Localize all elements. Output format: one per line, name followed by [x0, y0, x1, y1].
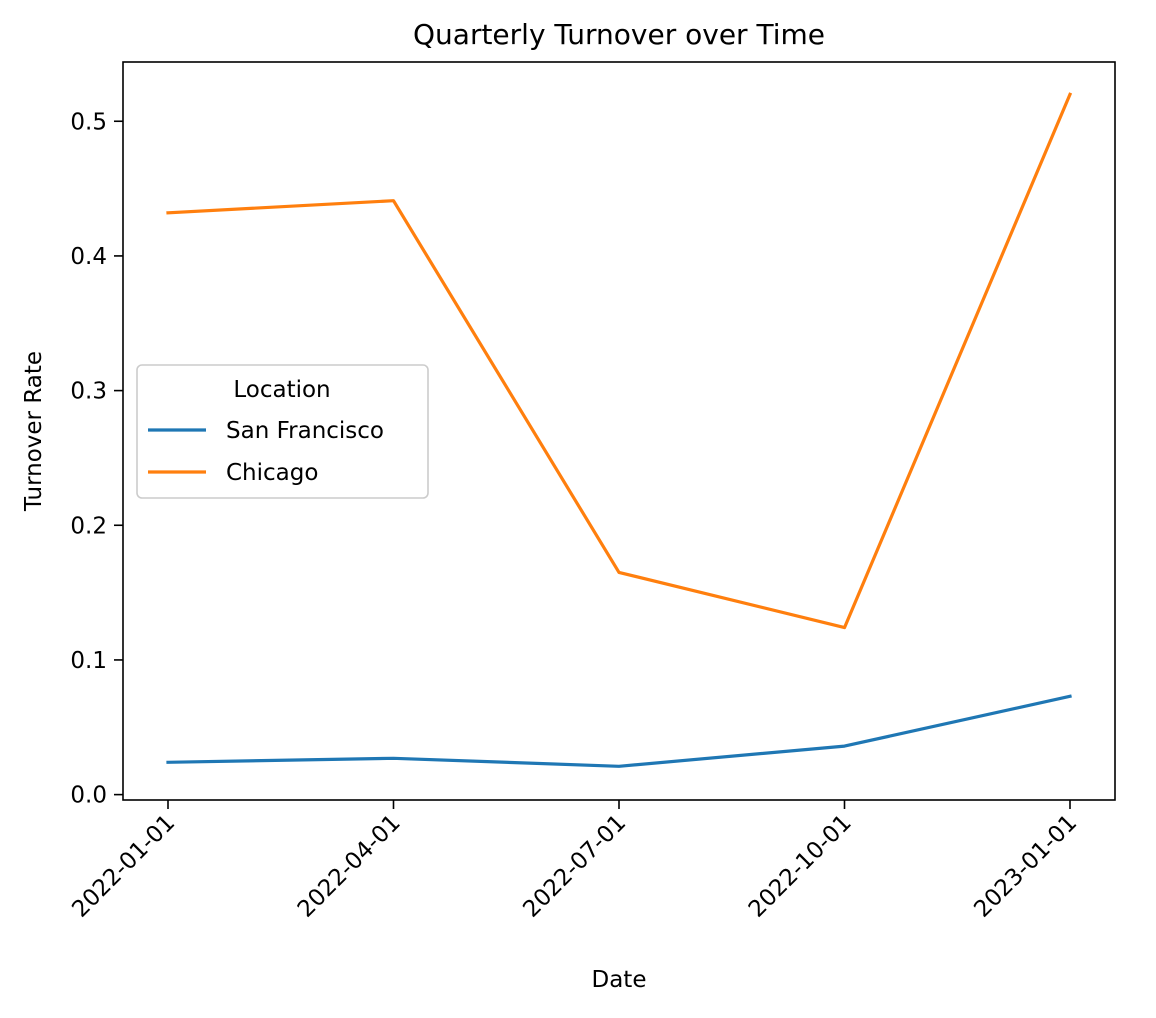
legend-box: [136, 364, 429, 499]
y-tick-label-5: 0.5: [70, 109, 107, 135]
y-tick-label-3: 0.3: [70, 379, 107, 405]
y-axis-label: Turnover Rate: [21, 351, 47, 512]
legend-label-0: San Francisco: [226, 418, 384, 444]
y-axis-ticks: 0.0 0.1 0.2 0.3 0.4 0.5: [70, 109, 123, 809]
legend-title: Location: [233, 377, 330, 403]
series-line-1: [166, 92, 1073, 630]
legend: Location San Francisco Chicago: [136, 364, 429, 499]
y-tick-label-4: 0.4: [70, 244, 107, 270]
series-layer: [166, 92, 1073, 768]
y-tick-label-0: 0.0: [70, 783, 107, 809]
y-tick-label-1: 0.1: [70, 648, 107, 674]
y-tick-label-2: 0.2: [70, 513, 107, 539]
legend-entries: San Francisco Chicago: [148, 418, 384, 486]
legend-label-1: Chicago: [226, 460, 318, 486]
chart-title: Quarterly Turnover over Time: [413, 18, 825, 51]
series-line-0: [166, 694, 1072, 768]
x-axis-label: Date: [592, 967, 647, 993]
